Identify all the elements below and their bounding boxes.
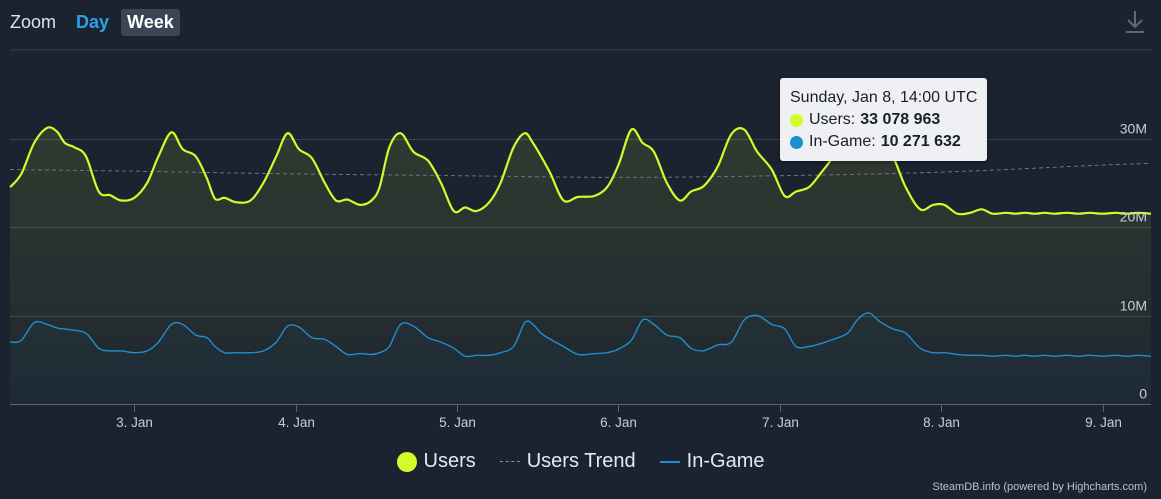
y-tick-label: 30M xyxy=(1120,121,1147,137)
credits-link[interactable]: SteamDB.info (powered by Highcharts.com) xyxy=(932,481,1147,493)
legend-item-ingame[interactable]: In-Game xyxy=(659,450,765,473)
tooltip-users-label: Users: xyxy=(809,111,856,128)
y-tick-label: 0 xyxy=(1139,386,1147,402)
x-tick-label: 8. Jan xyxy=(923,415,960,430)
users-legend-icon xyxy=(396,451,417,472)
zoom-week-button[interactable]: Week xyxy=(121,8,180,36)
users-dot-icon xyxy=(790,113,803,127)
ingame-line xyxy=(9,312,1152,358)
x-tick-label: 3. Jan xyxy=(116,415,153,430)
legend-item-users[interactable]: Users xyxy=(396,450,476,473)
y-tick-label: 20M xyxy=(1120,209,1147,225)
users-trend-line xyxy=(9,162,1152,178)
y-tick-label: 10M xyxy=(1120,298,1147,314)
tooltip-ingame-label: In-Game: xyxy=(809,133,876,150)
legend: Users Users Trend In-Game xyxy=(0,450,1161,473)
zoom-bar: Zoom Day Week xyxy=(10,8,186,36)
ingame-dot-icon xyxy=(790,135,803,149)
legend-trend-label: Users Trend xyxy=(526,450,636,472)
ingame-legend-icon xyxy=(659,460,680,463)
tooltip: Sunday, Jan 8, 14:00 UTC Users: 33 078 9… xyxy=(780,78,988,161)
x-tick-label: 4. Jan xyxy=(278,415,315,430)
tooltip-ingame-row: In-Game: 10 271 632 xyxy=(790,131,977,153)
legend-item-trend[interactable]: Users Trend xyxy=(499,450,636,473)
tooltip-ingame-value: 10 271 632 xyxy=(880,133,961,150)
x-tick-label: 6. Jan xyxy=(600,415,637,430)
zoom-label: Zoom xyxy=(10,11,57,32)
users-line xyxy=(9,109,1152,216)
x-tick-label: 9. Jan xyxy=(1085,415,1122,430)
tooltip-users-value: 33 078 963 xyxy=(860,111,941,128)
legend-ingame-label: In-Game xyxy=(686,450,765,472)
zoom-day-button[interactable]: Day xyxy=(76,11,110,32)
legend-users-label: Users xyxy=(423,450,476,472)
download-icon[interactable] xyxy=(1123,8,1147,36)
x-axis: 3. Jan 4. Jan 5. Jan 6. Jan 7. Jan 8. Jan 9. J… xyxy=(116,404,1122,430)
users-area xyxy=(10,111,1151,404)
series-group xyxy=(9,109,1152,404)
tooltip-header: Sunday, Jan 8, 14:00 UTC xyxy=(790,89,978,106)
trend-legend-icon xyxy=(499,461,520,462)
tooltip-users-row: Users: 33 078 963 xyxy=(790,109,977,131)
x-tick-label: 7. Jan xyxy=(762,415,799,430)
y-axis: 0 10M 20M 30M xyxy=(1120,121,1147,402)
x-tick-label: 5. Jan xyxy=(439,415,476,430)
ingame-area xyxy=(10,312,1151,404)
